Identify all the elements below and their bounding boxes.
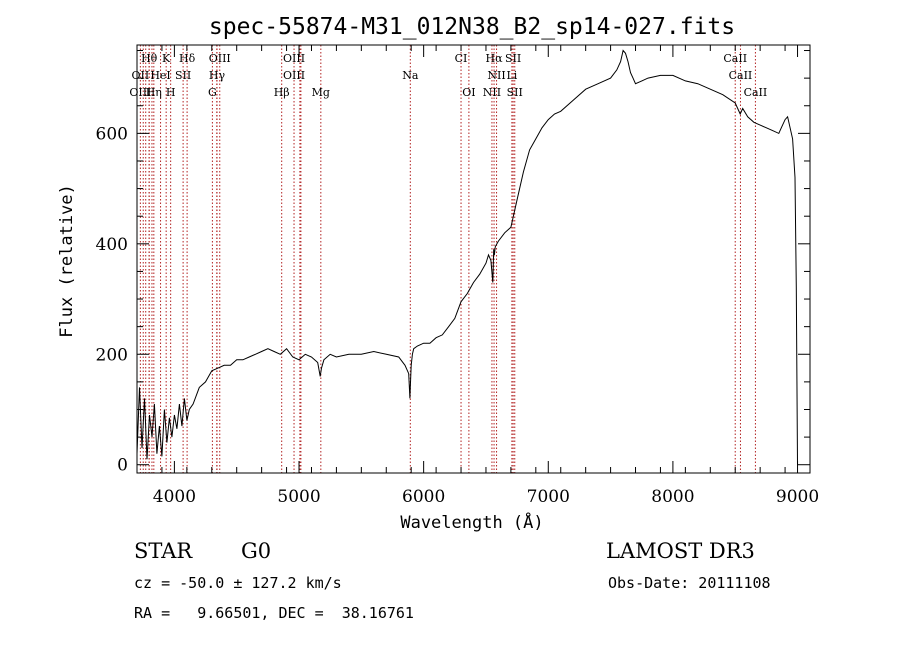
x-axis-label: Wavelength (Å) [400,511,543,533]
spectral-line-label: H [166,86,176,99]
y-tick-label: 200 [96,345,128,365]
object-subclass: G0 [241,539,272,563]
x-tick-label: 6000 [402,487,445,507]
object-class: STAR [134,539,193,563]
spectral-line-label: Na [402,69,419,82]
observation-date: Obs-Date: 20111108 [608,574,771,592]
spectral-line-label: SII [507,86,523,99]
chart-title: spec-55874-M31_012N38_B2_sp14-027.fits [209,14,735,40]
plot-frame [136,44,811,474]
flux-series-line [136,49,798,465]
x-tick-label: 7000 [527,487,570,507]
spectral-line-label: Hβ [274,86,290,99]
x-tick-label: 8000 [651,487,694,507]
x-tick-label: 9000 [776,487,819,507]
y-tick-label: 0 [117,456,128,476]
y-tick-label: 400 [96,235,128,255]
spectral-line-label: Hγ [209,69,226,82]
spectral-line-label: OI [462,86,475,99]
spectral-line-label: CaII [729,69,753,82]
spectral-line-label: K [162,52,171,65]
redshift-velocity: cz = -50.0 ± 127.2 km/s [134,574,342,592]
sky-coordinates: RA = 9.66501, DEC = 38.16761 [134,604,414,622]
spectral-line-label: Hδ [179,52,196,65]
spectral-line-label: CaII [723,52,747,65]
survey-name: LAMOST DR3 [606,539,755,563]
spectral-line-label: G [208,86,217,99]
spectral-line-label: OIII [283,52,305,65]
axis-ticks: 4000 5000 6000 7000 8000 9000 0 200 400 600 [96,45,819,507]
y-axis-label: Flux (relative) [57,184,77,338]
spectral-line-label: SII [505,52,521,65]
spectral-line-label: Hη [146,86,162,99]
spectral-line-label: OIII [209,52,231,65]
spectral-line-label: SII [175,69,191,82]
y-tick-label: 600 [96,124,128,144]
spectral-line-label: CaII [744,86,768,99]
spectral-line-label: OII [132,69,150,82]
spectral-line-label: NII [487,69,505,82]
spectral-line-label: CI [455,52,468,65]
spectral-line-label: Li [506,69,517,82]
spectral-line-label: Mg [312,86,330,99]
x-tick-label: 5000 [277,487,320,507]
spectral-line-label: OIII [283,69,305,82]
spectral-line-label: HeI [150,69,170,82]
x-tick-label: 4000 [153,487,196,507]
spectral-line-label: Hα [486,52,504,65]
spectral-line-label: NII [483,86,501,99]
spectral-line-label: OIII [129,86,151,99]
spectral-line-label: Hθ [141,52,158,65]
